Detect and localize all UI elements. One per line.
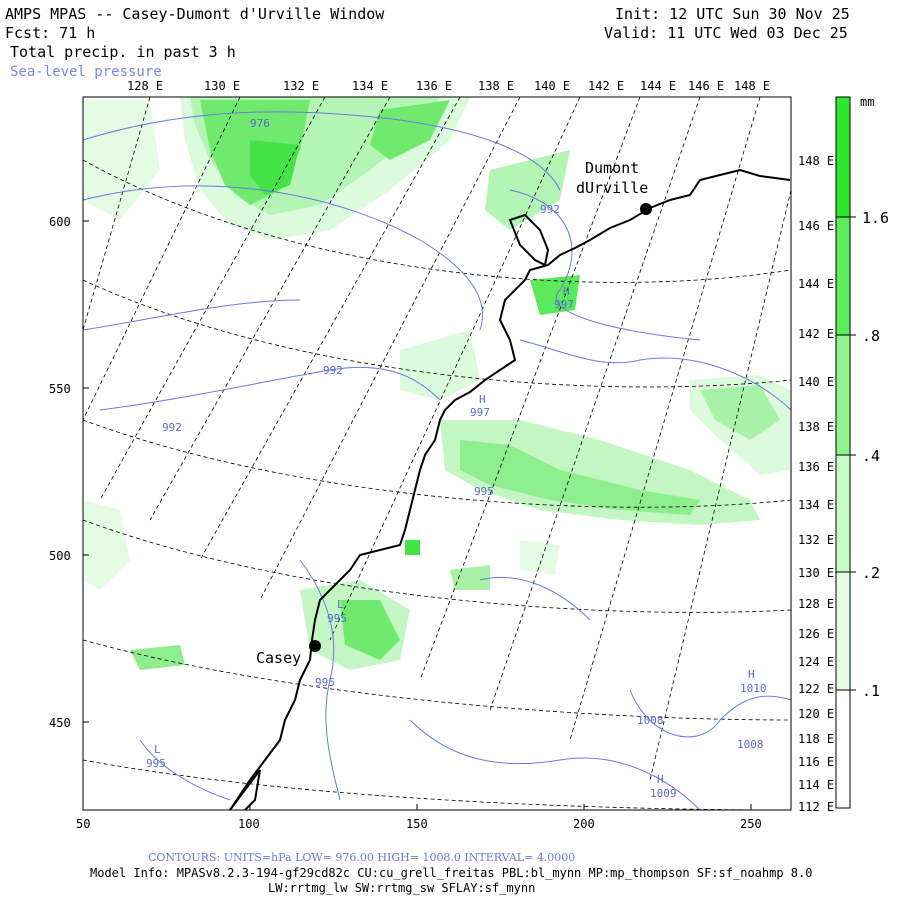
svg-text:142 E: 142 E bbox=[588, 79, 624, 93]
coastline bbox=[229, 168, 791, 810]
dumont-station-label: Dumont bbox=[585, 159, 639, 177]
valid-time: Valid: 11 UTC Wed 03 Dec 25 bbox=[604, 24, 848, 42]
isobars bbox=[83, 111, 791, 810]
svg-text:138 E: 138 E bbox=[478, 79, 514, 93]
x-tick-50: 50 bbox=[76, 817, 90, 831]
svg-text:132 E: 132 E bbox=[283, 79, 319, 93]
svg-text:995: 995 bbox=[315, 676, 335, 689]
svg-text:L: L bbox=[337, 598, 344, 611]
colorbar-swatch-5 bbox=[836, 572, 850, 690]
colorbar-label-1-6: 1.6 bbox=[862, 209, 889, 227]
map-frame bbox=[82, 96, 792, 811]
contour-labels: 976 992 992 992 H 997 H 997 995 L 995 99… bbox=[146, 117, 767, 800]
svg-text:995: 995 bbox=[327, 612, 347, 625]
precip-shading bbox=[83, 97, 790, 670]
svg-text:142 E: 142 E bbox=[798, 327, 834, 341]
svg-text:H: H bbox=[748, 668, 755, 681]
colorbar: mm 1.6 .8 .4 .2 .1 bbox=[835, 95, 889, 809]
svg-text:997: 997 bbox=[554, 298, 574, 311]
svg-text:124 E: 124 E bbox=[798, 655, 834, 669]
svg-text:144 E: 144 E bbox=[640, 79, 676, 93]
casey-station-label: Casey bbox=[256, 649, 301, 667]
contour-info: CONTOURS: UNITS=hPa LOW= 976.00 HIGH= 10… bbox=[148, 851, 575, 864]
svg-text:H: H bbox=[657, 773, 664, 786]
overlay-name: Sea-level pressure bbox=[10, 64, 162, 80]
svg-text:112 E: 112 E bbox=[798, 800, 834, 814]
svg-text:118 E: 118 E bbox=[798, 732, 834, 746]
svg-text:126 E: 126 E bbox=[798, 627, 834, 641]
latlon-grid bbox=[83, 97, 791, 810]
svg-text:995: 995 bbox=[146, 757, 166, 770]
svg-text:144 E: 144 E bbox=[798, 277, 834, 291]
svg-text:L: L bbox=[154, 743, 161, 756]
svg-text:114 E: 114 E bbox=[798, 778, 834, 792]
svg-text:120 E: 120 E bbox=[798, 707, 834, 721]
colorbar-swatch-2 bbox=[836, 217, 850, 335]
svg-text:128 E: 128 E bbox=[127, 79, 163, 93]
x-tick-200: 200 bbox=[573, 817, 595, 831]
colorbar-swatch-3 bbox=[836, 335, 850, 455]
bottom-axis: 50 100 150 200 250 bbox=[76, 804, 762, 831]
svg-text:132 E: 132 E bbox=[798, 533, 834, 547]
svg-text:148 E: 148 E bbox=[798, 154, 834, 168]
left-axis: 600 550 500 450 bbox=[49, 215, 89, 730]
svg-text:997: 997 bbox=[470, 406, 490, 419]
svg-text:992: 992 bbox=[323, 364, 343, 377]
scheme-info: LW:rrtmg_lw SW:rrtmg_sw SFLAY:sf_mynn bbox=[268, 881, 535, 895]
model-info: Model Info: MPASv8.2.3-194-gf29cd82c CU:… bbox=[90, 866, 812, 880]
colorbar-units: mm bbox=[860, 95, 874, 109]
x-tick-100: 100 bbox=[238, 817, 260, 831]
svg-text:146 E: 146 E bbox=[798, 219, 834, 233]
svg-text:138 E: 138 E bbox=[798, 420, 834, 434]
svg-text:976: 976 bbox=[250, 117, 270, 130]
casey-station-marker bbox=[309, 640, 321, 652]
svg-text:122 E: 122 E bbox=[798, 682, 834, 696]
svg-text:1010: 1010 bbox=[740, 682, 767, 695]
svg-text:H: H bbox=[479, 393, 486, 406]
forecast-hour: Fcst: 71 h bbox=[5, 24, 95, 42]
y-tick-500: 500 bbox=[49, 549, 71, 563]
svg-text:146 E: 146 E bbox=[688, 79, 724, 93]
x-tick-250: 250 bbox=[740, 817, 762, 831]
colorbar-swatch-4 bbox=[836, 455, 850, 572]
svg-text:134 E: 134 E bbox=[798, 498, 834, 512]
top-longitude-labels: 128 E 130 E 132 E 134 E 136 E 138 E 140 … bbox=[127, 79, 770, 93]
svg-text:995: 995 bbox=[474, 485, 494, 498]
svg-text:130 E: 130 E bbox=[798, 566, 834, 580]
dumont-durville-station-marker bbox=[640, 203, 652, 215]
colorbar-swatch-6 bbox=[836, 690, 850, 808]
colorbar-label-0-4: .4 bbox=[862, 447, 880, 465]
x-tick-150: 150 bbox=[406, 817, 428, 831]
y-tick-550: 550 bbox=[49, 382, 71, 396]
svg-text:136 E: 136 E bbox=[416, 79, 452, 93]
init-time: Init: 12 UTC Sun 30 Nov 25 bbox=[615, 5, 850, 23]
svg-text:148 E: 148 E bbox=[734, 79, 770, 93]
svg-text:992: 992 bbox=[540, 203, 560, 216]
field-name: Total precip. in past 3 h bbox=[10, 43, 236, 61]
svg-text:1008: 1008 bbox=[637, 714, 664, 727]
figure-title: AMPS MPAS -- Casey-Dumont d'Urville Wind… bbox=[5, 5, 385, 23]
svg-text:140 E: 140 E bbox=[534, 79, 570, 93]
svg-text:992: 992 bbox=[162, 421, 182, 434]
svg-text:128 E: 128 E bbox=[798, 597, 834, 611]
svg-text:130 E: 130 E bbox=[204, 79, 240, 93]
svg-text:116 E: 116 E bbox=[798, 755, 834, 769]
right-longitude-labels: 148 E 146 E 144 E 142 E 140 E 138 E 136 … bbox=[798, 154, 834, 814]
colorbar-label-0-8: .8 bbox=[862, 327, 880, 345]
svg-text:H: H bbox=[563, 285, 570, 298]
svg-text:1008: 1008 bbox=[737, 738, 764, 751]
colorbar-label-0-1: .1 bbox=[862, 682, 880, 700]
durville-station-label: dUrville bbox=[576, 179, 648, 197]
svg-text:140 E: 140 E bbox=[798, 375, 834, 389]
svg-text:136 E: 136 E bbox=[798, 460, 834, 474]
y-tick-450: 450 bbox=[49, 716, 71, 730]
y-tick-600: 600 bbox=[49, 215, 71, 229]
colorbar-label-0-2: .2 bbox=[862, 564, 880, 582]
svg-text:134 E: 134 E bbox=[352, 79, 388, 93]
colorbar-swatch-1 bbox=[836, 97, 850, 217]
map-area bbox=[83, 97, 791, 810]
svg-text:1009: 1009 bbox=[650, 787, 677, 800]
